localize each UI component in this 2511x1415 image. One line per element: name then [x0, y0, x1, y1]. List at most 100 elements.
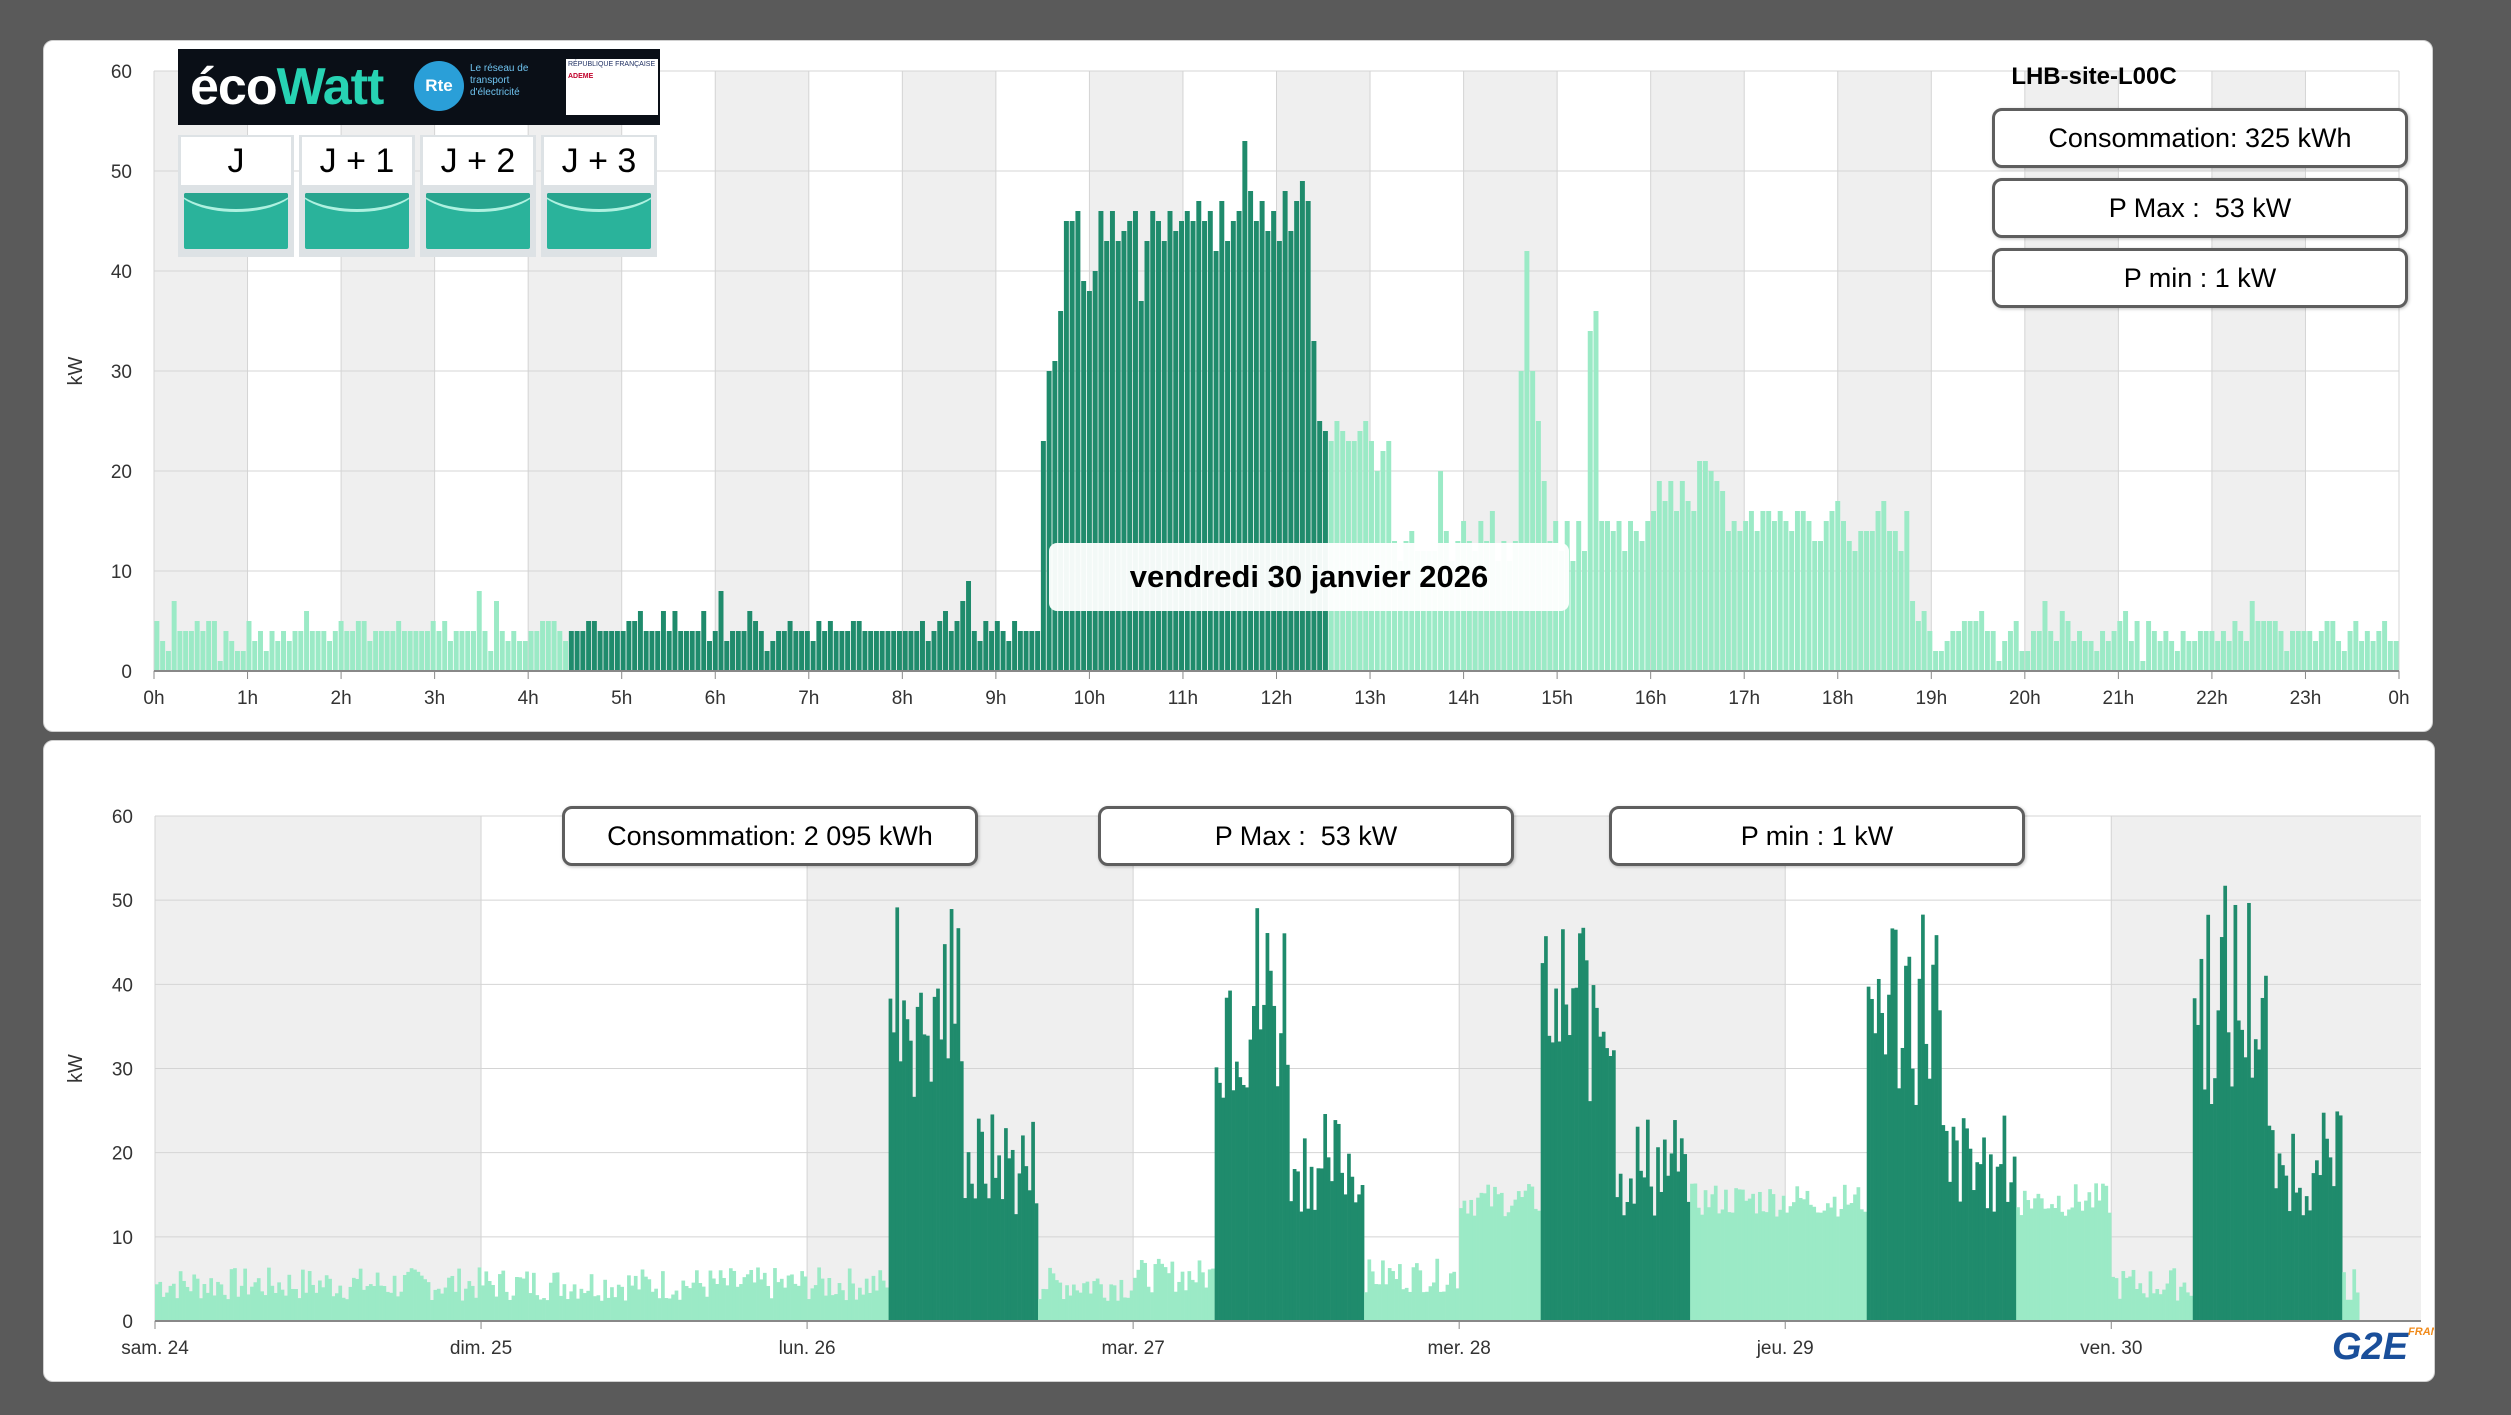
ecowatt-day-j3[interactable]: J + 3 [541, 135, 657, 257]
bar [983, 621, 989, 671]
bar [409, 1268, 414, 1321]
bar [1309, 1166, 1314, 1321]
bar [555, 1272, 560, 1321]
bar [1710, 1194, 1715, 1321]
ecowatt-widget[interactable]: écoWatt Rte Le réseau de transport d'éle… [177, 49, 663, 257]
bar [1707, 1207, 1711, 1321]
bar [1812, 1206, 1817, 1321]
bar [989, 631, 995, 671]
bar [273, 1292, 278, 1321]
bar [1616, 521, 1622, 671]
bar [1048, 1267, 1052, 1321]
bar [2313, 641, 2319, 671]
ecowatt-day-j2[interactable]: J + 2 [420, 135, 536, 257]
bar [2135, 1289, 2139, 1321]
bar [491, 1285, 495, 1321]
bar [1213, 251, 1219, 671]
x-tick-label: 0h [143, 688, 164, 709]
bar [1777, 511, 1783, 671]
bar [1023, 631, 1029, 671]
bar [2267, 621, 2272, 671]
bar [2124, 1277, 2129, 1321]
y-tick-label: 0 [121, 662, 132, 683]
bar [416, 1271, 421, 1321]
bar [810, 1288, 815, 1321]
bar [902, 1000, 906, 1321]
bar [1139, 1260, 1144, 1321]
bar [1996, 661, 2002, 671]
bar [1853, 1194, 1857, 1321]
bar [1540, 963, 1545, 1321]
bar [1374, 1284, 1378, 1321]
ecowatt-day-j1[interactable]: J + 1 [299, 135, 415, 257]
bar [776, 1282, 781, 1321]
bar [402, 1274, 407, 1321]
bar [563, 641, 569, 671]
bar [783, 1287, 788, 1321]
bar [1748, 511, 1754, 671]
bar [1058, 311, 1064, 671]
bar [730, 631, 735, 671]
bar [787, 621, 793, 671]
bar [963, 1198, 968, 1321]
x-tick-label: 21h [2103, 688, 2135, 709]
bar [508, 1299, 512, 1321]
bar [936, 988, 940, 1321]
bar [1353, 1202, 1358, 1321]
bar [407, 631, 413, 671]
bar [2260, 997, 2265, 1321]
bar [1523, 1190, 1528, 1321]
bar [1965, 1128, 1969, 1321]
bar [983, 1183, 988, 1321]
bar [540, 621, 546, 671]
bar [2118, 1298, 2122, 1321]
bar [2030, 631, 2036, 671]
bar [1370, 1271, 1375, 1321]
bar [372, 1286, 377, 1321]
bar [1927, 631, 1933, 671]
bar [1999, 1164, 2003, 1321]
bar [1136, 1269, 1141, 1321]
bar [643, 631, 649, 671]
bar [1743, 521, 1749, 671]
bar [779, 1278, 784, 1321]
bar [2213, 1078, 2217, 1321]
bar [467, 1281, 472, 1321]
bar [2318, 631, 2324, 671]
bar [915, 1006, 920, 1321]
bar [284, 1295, 288, 1321]
bar [1258, 1029, 1263, 1321]
bar [1225, 241, 1231, 671]
bar [1995, 1166, 2000, 1321]
bar [447, 1277, 451, 1321]
bar [2100, 631, 2106, 671]
bar [2059, 611, 2065, 671]
bar [1179, 221, 1184, 671]
bar [1432, 1282, 1436, 1321]
bar [1599, 521, 1605, 671]
rte-tagline: Le réseau de transport d'électricité [470, 63, 529, 98]
bar [1990, 631, 1996, 671]
bar [161, 1296, 166, 1321]
bar [1835, 501, 1841, 671]
bar [2138, 1283, 2143, 1321]
bar [1306, 1208, 1311, 1321]
bar [1236, 211, 1242, 671]
bar [1075, 1290, 1080, 1321]
bar [851, 1283, 855, 1321]
bar [1459, 1208, 1463, 1321]
ecowatt-day-j[interactable]: J [178, 135, 294, 257]
bar [1255, 908, 1260, 1321]
bar [2233, 904, 2238, 1321]
bar [2192, 641, 2198, 671]
x-tick-label: 11h [1168, 688, 1198, 709]
bar [318, 1280, 322, 1321]
bar [1012, 621, 1018, 671]
weekly-chart-panel: 0 10 20 30 40 50 60 sam. 24 dim. 25 lun. 26 mar. 2… [43, 740, 2435, 1382]
ecowatt-day-label: J + 3 [544, 137, 654, 185]
ademe-text: ADEME [568, 73, 594, 80]
bar [2382, 621, 2388, 671]
bar [1812, 541, 1818, 671]
bar [1404, 1287, 1409, 1321]
bar [1622, 551, 1628, 671]
